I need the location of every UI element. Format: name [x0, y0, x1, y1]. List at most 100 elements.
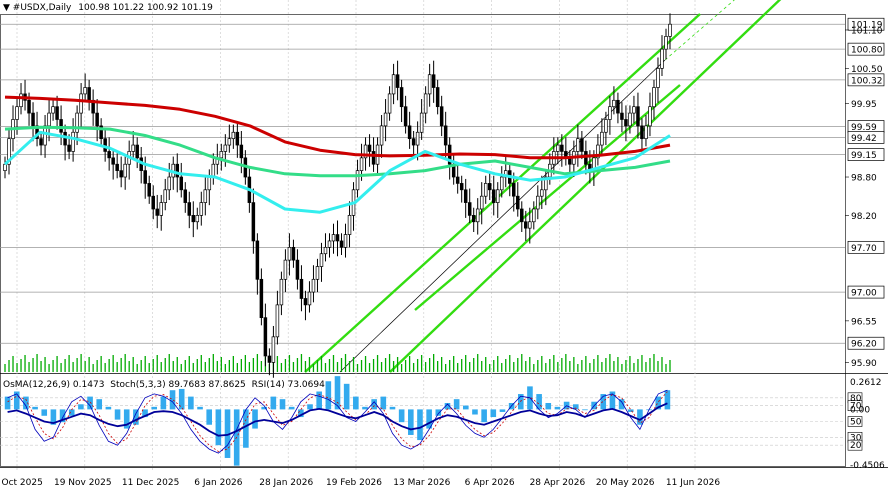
candle-body [411, 138, 416, 146]
candle-body [648, 106, 652, 127]
candle-body [299, 278, 304, 299]
candle-body [576, 138, 580, 152]
candle-body [640, 125, 644, 140]
candle-body [612, 99, 616, 108]
candle-body [135, 144, 139, 159]
candle-body [339, 240, 344, 248]
candle-body [383, 112, 388, 127]
rsi-label: RSI(14) 73.0694 [252, 380, 325, 390]
osma-bar [215, 409, 222, 446]
candle-body [67, 144, 71, 152]
candle-body [427, 74, 432, 95]
osma-bar [123, 409, 130, 429]
candle-body [315, 266, 320, 280]
moving-average-line [4, 125, 671, 178]
candle-body [467, 202, 472, 216]
candle-body [267, 355, 272, 363]
candle-body [143, 170, 147, 184]
date-label: 11 Jun 2026 [666, 478, 720, 488]
channel-line [304, 13, 701, 373]
osma-bar [114, 409, 121, 420]
rsi-line [7, 402, 668, 437]
osma-bar [78, 404, 84, 410]
candle-body [47, 112, 51, 127]
osma-bar [178, 388, 185, 410]
price-label: 101.19 [851, 21, 883, 31]
candle-body [263, 317, 268, 357]
candle-body [147, 183, 151, 197]
osma-label: OsMA(12,26,9) 0.1473 [3, 380, 104, 390]
candle-body [343, 234, 348, 248]
osma-bar [426, 409, 432, 429]
osma-bar [362, 406, 368, 410]
price-label: 96.55 [851, 317, 877, 327]
osma-bar [408, 409, 414, 435]
price-label: 95.90 [851, 359, 877, 369]
price-label-box [847, 148, 885, 161]
candle-body [39, 138, 43, 146]
candle-body [399, 87, 404, 108]
candle-body [359, 157, 364, 171]
candle-body [668, 23, 672, 37]
candle-body [335, 234, 340, 242]
osma-bar [637, 409, 643, 425]
candle-body [520, 208, 524, 223]
price-label-box [847, 240, 885, 254]
candle-body [495, 189, 500, 203]
candle-body [131, 144, 135, 152]
osma-bar [32, 406, 38, 410]
osma-bar [252, 409, 258, 429]
osma-bar [609, 391, 616, 410]
indicator-axis-label: 0.2612 [850, 378, 882, 388]
candle-body [620, 112, 624, 120]
candle-body [199, 202, 204, 216]
candle-body [656, 67, 660, 88]
osma-bar [353, 396, 359, 410]
candle-body [491, 189, 496, 203]
price-label-box [847, 285, 885, 299]
candle-body [159, 202, 163, 216]
candle-body [287, 246, 292, 261]
osma-bar [536, 394, 542, 410]
candle-body [628, 112, 632, 127]
osma-bar [545, 403, 552, 410]
candle-body [423, 93, 428, 114]
osma-bar [4, 396, 11, 410]
candle-body [604, 119, 608, 133]
candle-body [435, 87, 440, 108]
osma-bar [343, 383, 350, 410]
osma-bar [572, 404, 579, 410]
channel-projection [664, 0, 735, 61]
candle-body [363, 144, 368, 159]
candle-body [175, 163, 180, 178]
candle-body [103, 138, 107, 152]
symbol-label: #USDX,Daily [13, 3, 72, 13]
candle-body [99, 125, 103, 140]
osma-bar [142, 409, 148, 418]
candle-body [471, 215, 476, 223]
candle-body [123, 163, 127, 178]
candle-body [259, 278, 264, 319]
candle-body [151, 195, 155, 210]
candle-body [512, 183, 516, 197]
osma-bar [50, 409, 57, 425]
candle-body [443, 125, 448, 146]
candle-body [536, 195, 540, 210]
stoch-main-line [7, 389, 668, 454]
osma-bar [444, 403, 451, 410]
osma-bar [261, 406, 267, 410]
osma-bar [582, 409, 588, 411]
osma-bar [188, 396, 194, 410]
candle-body [499, 176, 504, 191]
osma-bar [664, 390, 671, 410]
ohlc-values: 100.98 101.22 100.92 101.19 [78, 3, 213, 13]
osma-bar [151, 406, 158, 410]
osma-bar [243, 409, 249, 448]
date-label: 19 Feb 2026 [326, 478, 382, 488]
indicator-axis-label: 50 [850, 418, 862, 428]
osma-bar [105, 406, 112, 410]
stoch-label: Stoch(5,3,3) 89.7683 87.8625 [110, 380, 245, 390]
osma-bar [224, 409, 231, 458]
